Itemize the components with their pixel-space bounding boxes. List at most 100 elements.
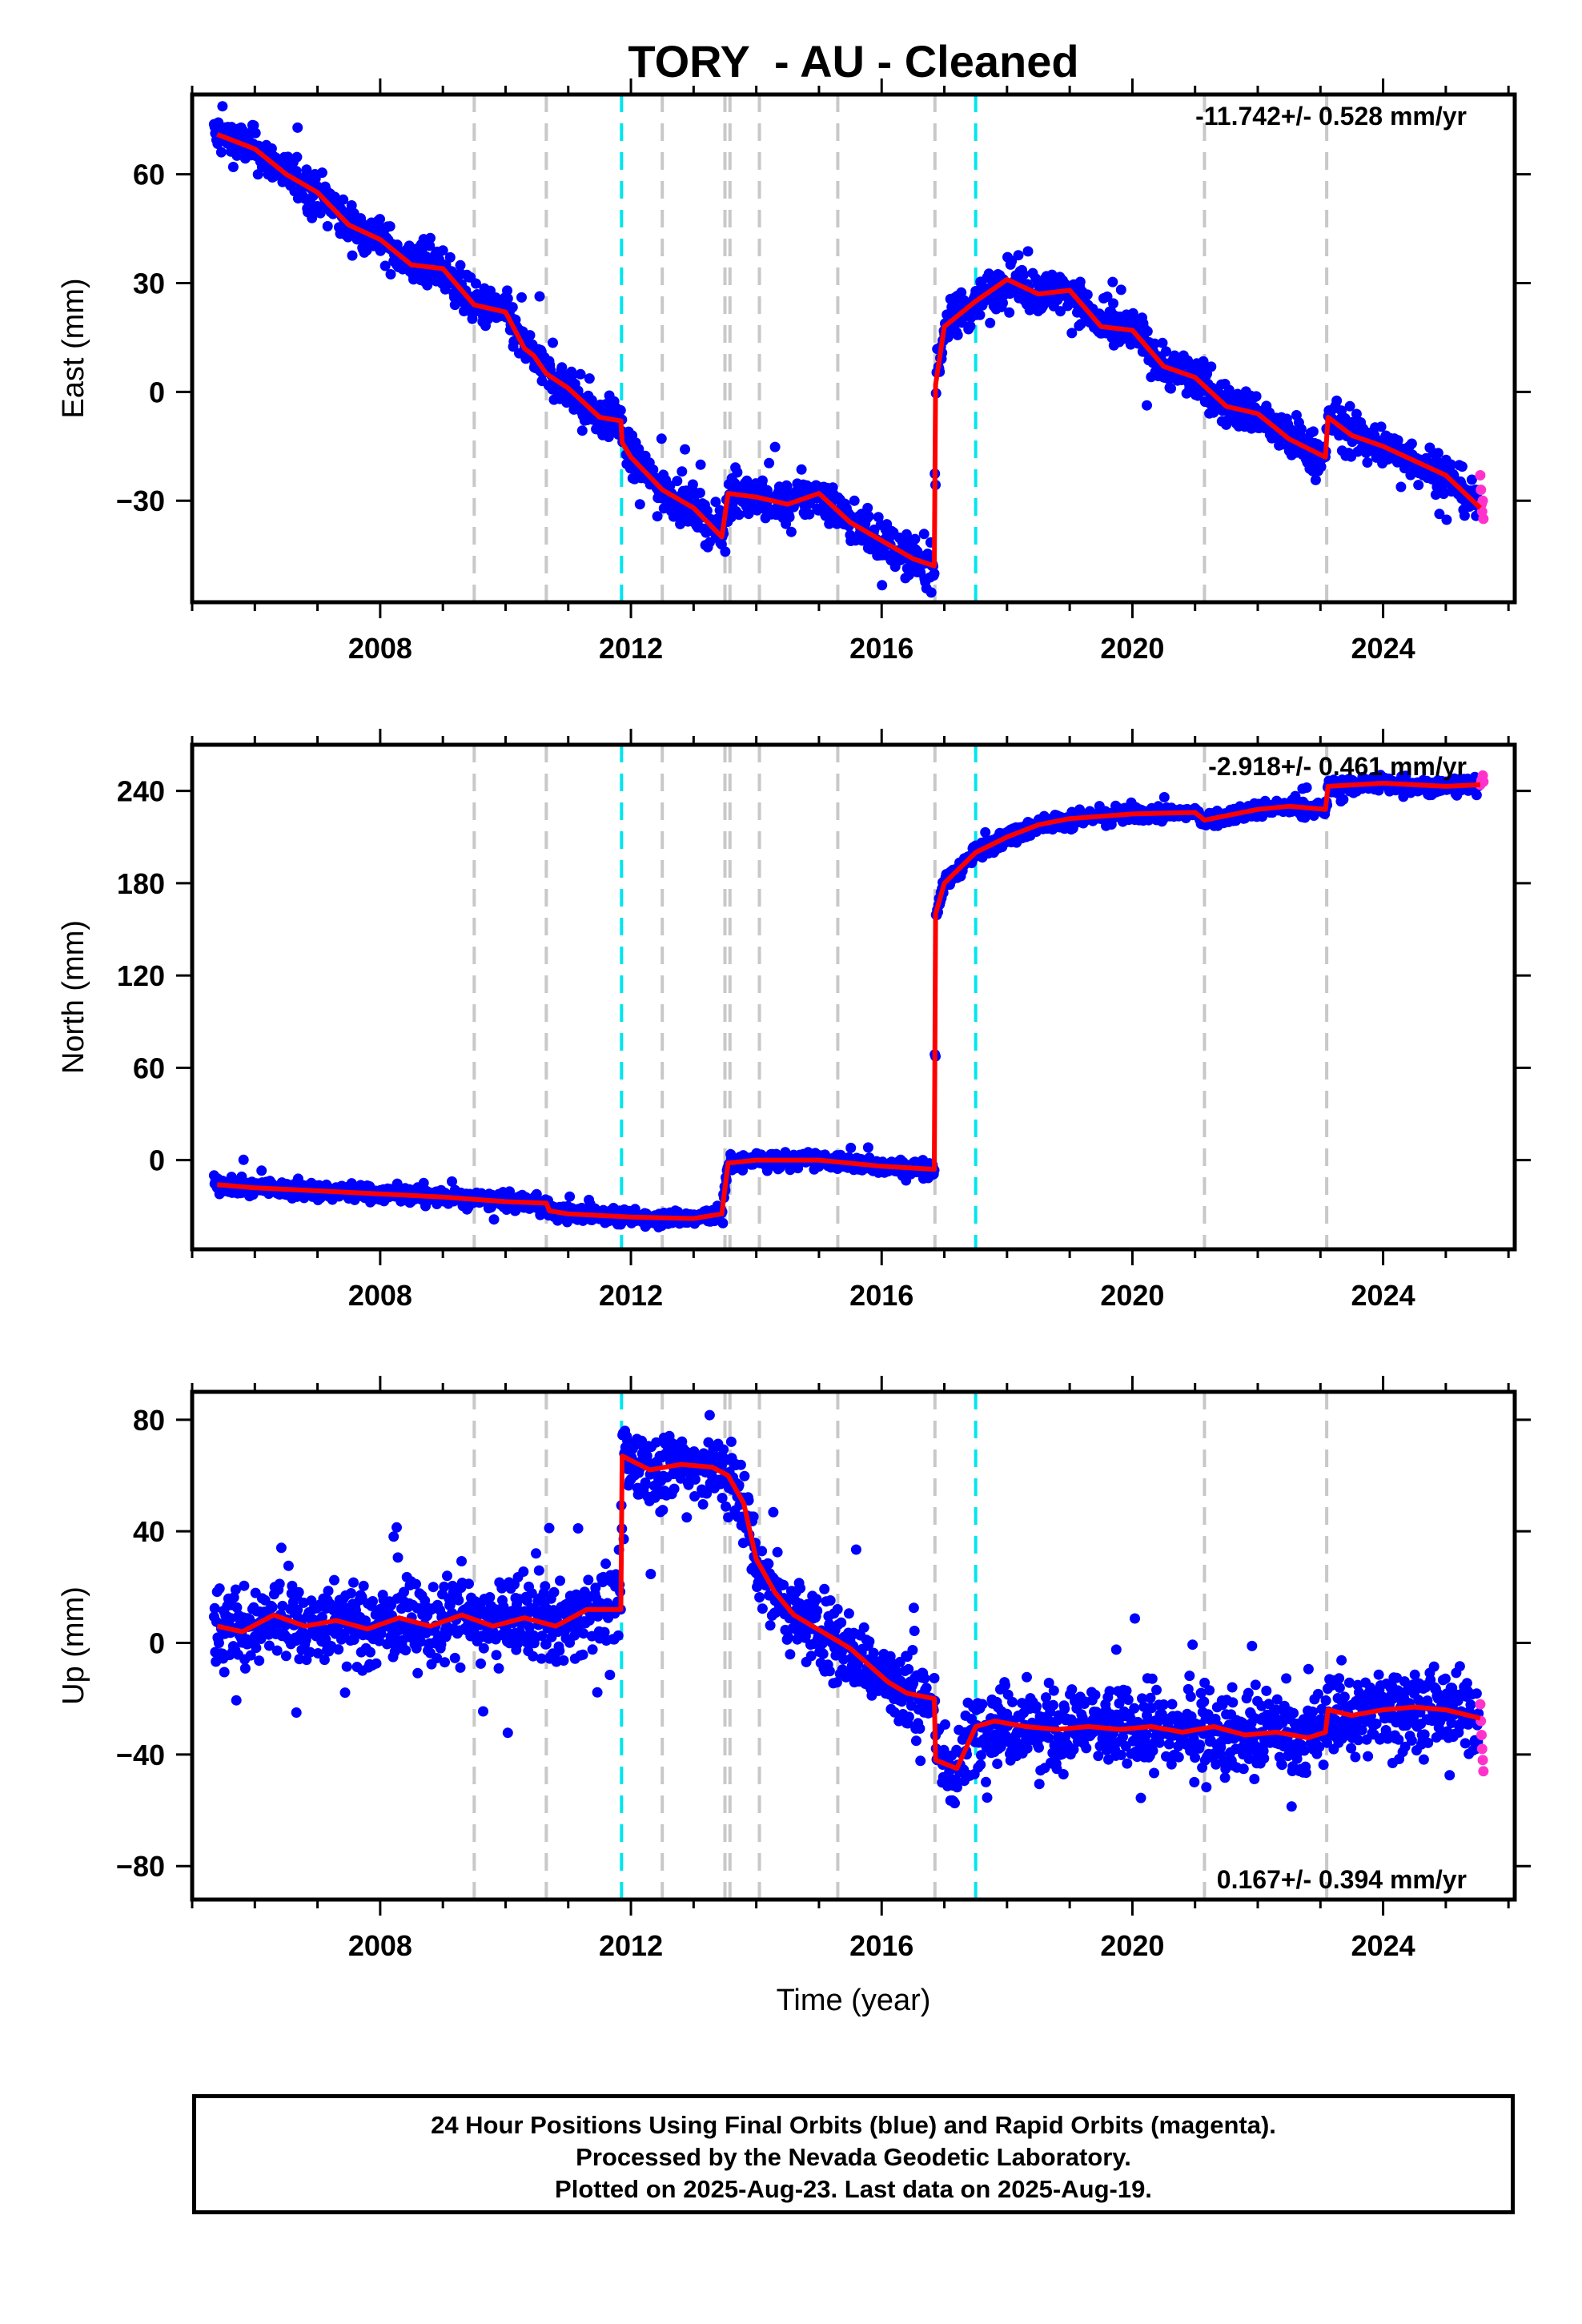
final-orbit-point <box>333 1644 344 1655</box>
final-orbit-point <box>341 1661 352 1672</box>
final-orbit-point <box>732 467 743 478</box>
final-orbit-point <box>1466 474 1477 485</box>
final-orbit-point <box>291 1707 302 1718</box>
plot-area <box>208 1392 1489 1900</box>
final-orbit-point <box>540 1638 552 1650</box>
final-orbit-point <box>439 1581 450 1592</box>
final-orbit-point <box>498 1601 509 1612</box>
final-orbit-point <box>323 1586 334 1597</box>
final-orbit-point <box>531 1548 541 1559</box>
final-orbit-point <box>217 101 228 112</box>
final-orbit-point <box>209 1602 220 1614</box>
final-orbit-point <box>245 1650 256 1661</box>
final-orbit-point <box>556 362 568 373</box>
final-orbit-point <box>440 1657 450 1668</box>
plot-area <box>208 745 1489 1249</box>
final-orbit-point <box>425 232 436 243</box>
y-tick-label: 0 <box>149 376 165 408</box>
final-orbit-point <box>534 291 545 302</box>
final-orbit-point <box>694 488 705 498</box>
final-orbit-point <box>1331 395 1343 406</box>
x-tick-label: 2008 <box>348 632 412 665</box>
final-orbit-point <box>586 395 597 406</box>
final-orbit-point <box>277 1600 288 1611</box>
final-orbit-point <box>1142 400 1152 411</box>
final-orbit-point <box>584 373 595 384</box>
final-orbit-point <box>1157 337 1168 348</box>
final-orbit-point <box>231 1602 243 1613</box>
final-orbit-point <box>717 1217 729 1228</box>
final-orbit-point <box>536 1653 547 1664</box>
final-orbit-point <box>456 1556 467 1566</box>
final-orbit-point <box>687 479 698 490</box>
final-orbit-point <box>476 1658 486 1669</box>
final-orbit-point <box>507 302 518 313</box>
y-tick-label: 240 <box>117 775 165 808</box>
y-tick-label: −30 <box>116 485 165 517</box>
final-orbit-point <box>1307 426 1319 437</box>
final-orbit-point <box>1013 250 1024 261</box>
final-orbit-point <box>554 1645 565 1656</box>
final-orbit-point <box>418 1177 429 1188</box>
final-orbit-point <box>255 1634 267 1644</box>
final-orbit-point <box>1434 509 1445 520</box>
final-orbit-point <box>764 457 775 468</box>
final-orbit-point <box>356 1591 367 1602</box>
final-orbit-point <box>1400 770 1411 782</box>
final-orbit-point <box>918 529 930 540</box>
final-orbit-point <box>701 505 713 517</box>
y-tick-label: 180 <box>117 867 165 900</box>
final-orbit-point <box>388 1531 400 1542</box>
final-orbit-point <box>548 337 558 348</box>
final-orbit-point <box>862 502 873 513</box>
final-orbit-point <box>304 1647 315 1658</box>
velocity-rate-label: -2.918+/- 0.461 mm/yr <box>1208 752 1467 781</box>
final-orbit-point <box>316 167 327 179</box>
final-orbit-point <box>677 466 688 477</box>
final-orbit-point <box>521 1595 532 1606</box>
final-orbit-point <box>518 1566 529 1577</box>
x-tick-label: 2024 <box>1351 632 1415 665</box>
final-orbit-point <box>956 287 967 298</box>
final-orbit-point <box>1166 383 1176 394</box>
final-orbit-point <box>1251 391 1262 402</box>
rapid-orbit-point <box>1475 470 1486 480</box>
velocity-rate-label: -11.742+/- 0.528 mm/yr <box>1195 102 1467 131</box>
final-orbit-point <box>1432 448 1443 459</box>
final-orbit-point <box>796 464 807 475</box>
final-orbit-point <box>926 587 937 598</box>
final-orbit-point <box>292 1604 303 1615</box>
rapid-orbit-point <box>1478 776 1489 787</box>
final-orbit-point <box>785 526 797 537</box>
final-orbit-point <box>316 1611 327 1622</box>
final-orbit-point <box>213 1638 224 1649</box>
final-orbit-point <box>411 1578 421 1590</box>
final-orbit-point <box>239 1663 251 1674</box>
final-orbit-point <box>346 200 357 211</box>
x-tick-label: 2008 <box>348 1279 412 1312</box>
final-orbit-point <box>558 1655 569 1666</box>
final-orbit-point <box>391 1178 403 1189</box>
final-orbit-point <box>1310 474 1321 485</box>
final-orbit-point <box>980 826 991 838</box>
final-orbit-point <box>428 1582 439 1593</box>
final-orbit-point <box>909 533 921 545</box>
final-orbit-point <box>287 1580 298 1591</box>
final-orbit-point <box>215 147 227 158</box>
final-orbit-point <box>615 404 626 416</box>
final-orbit-point <box>371 1658 382 1669</box>
final-orbit-point <box>231 1695 242 1706</box>
final-orbit-point <box>680 444 691 455</box>
y-axis-label: North (mm) <box>57 920 90 1074</box>
rapid-orbit-point <box>1476 485 1487 496</box>
final-orbit-point <box>862 1142 873 1153</box>
final-orbit-point <box>1295 424 1307 435</box>
final-orbit-point <box>965 320 976 332</box>
final-orbit-point <box>329 1574 339 1586</box>
final-orbit-point <box>250 127 261 139</box>
final-orbit-point <box>733 509 745 521</box>
final-orbit-point <box>219 1667 230 1678</box>
